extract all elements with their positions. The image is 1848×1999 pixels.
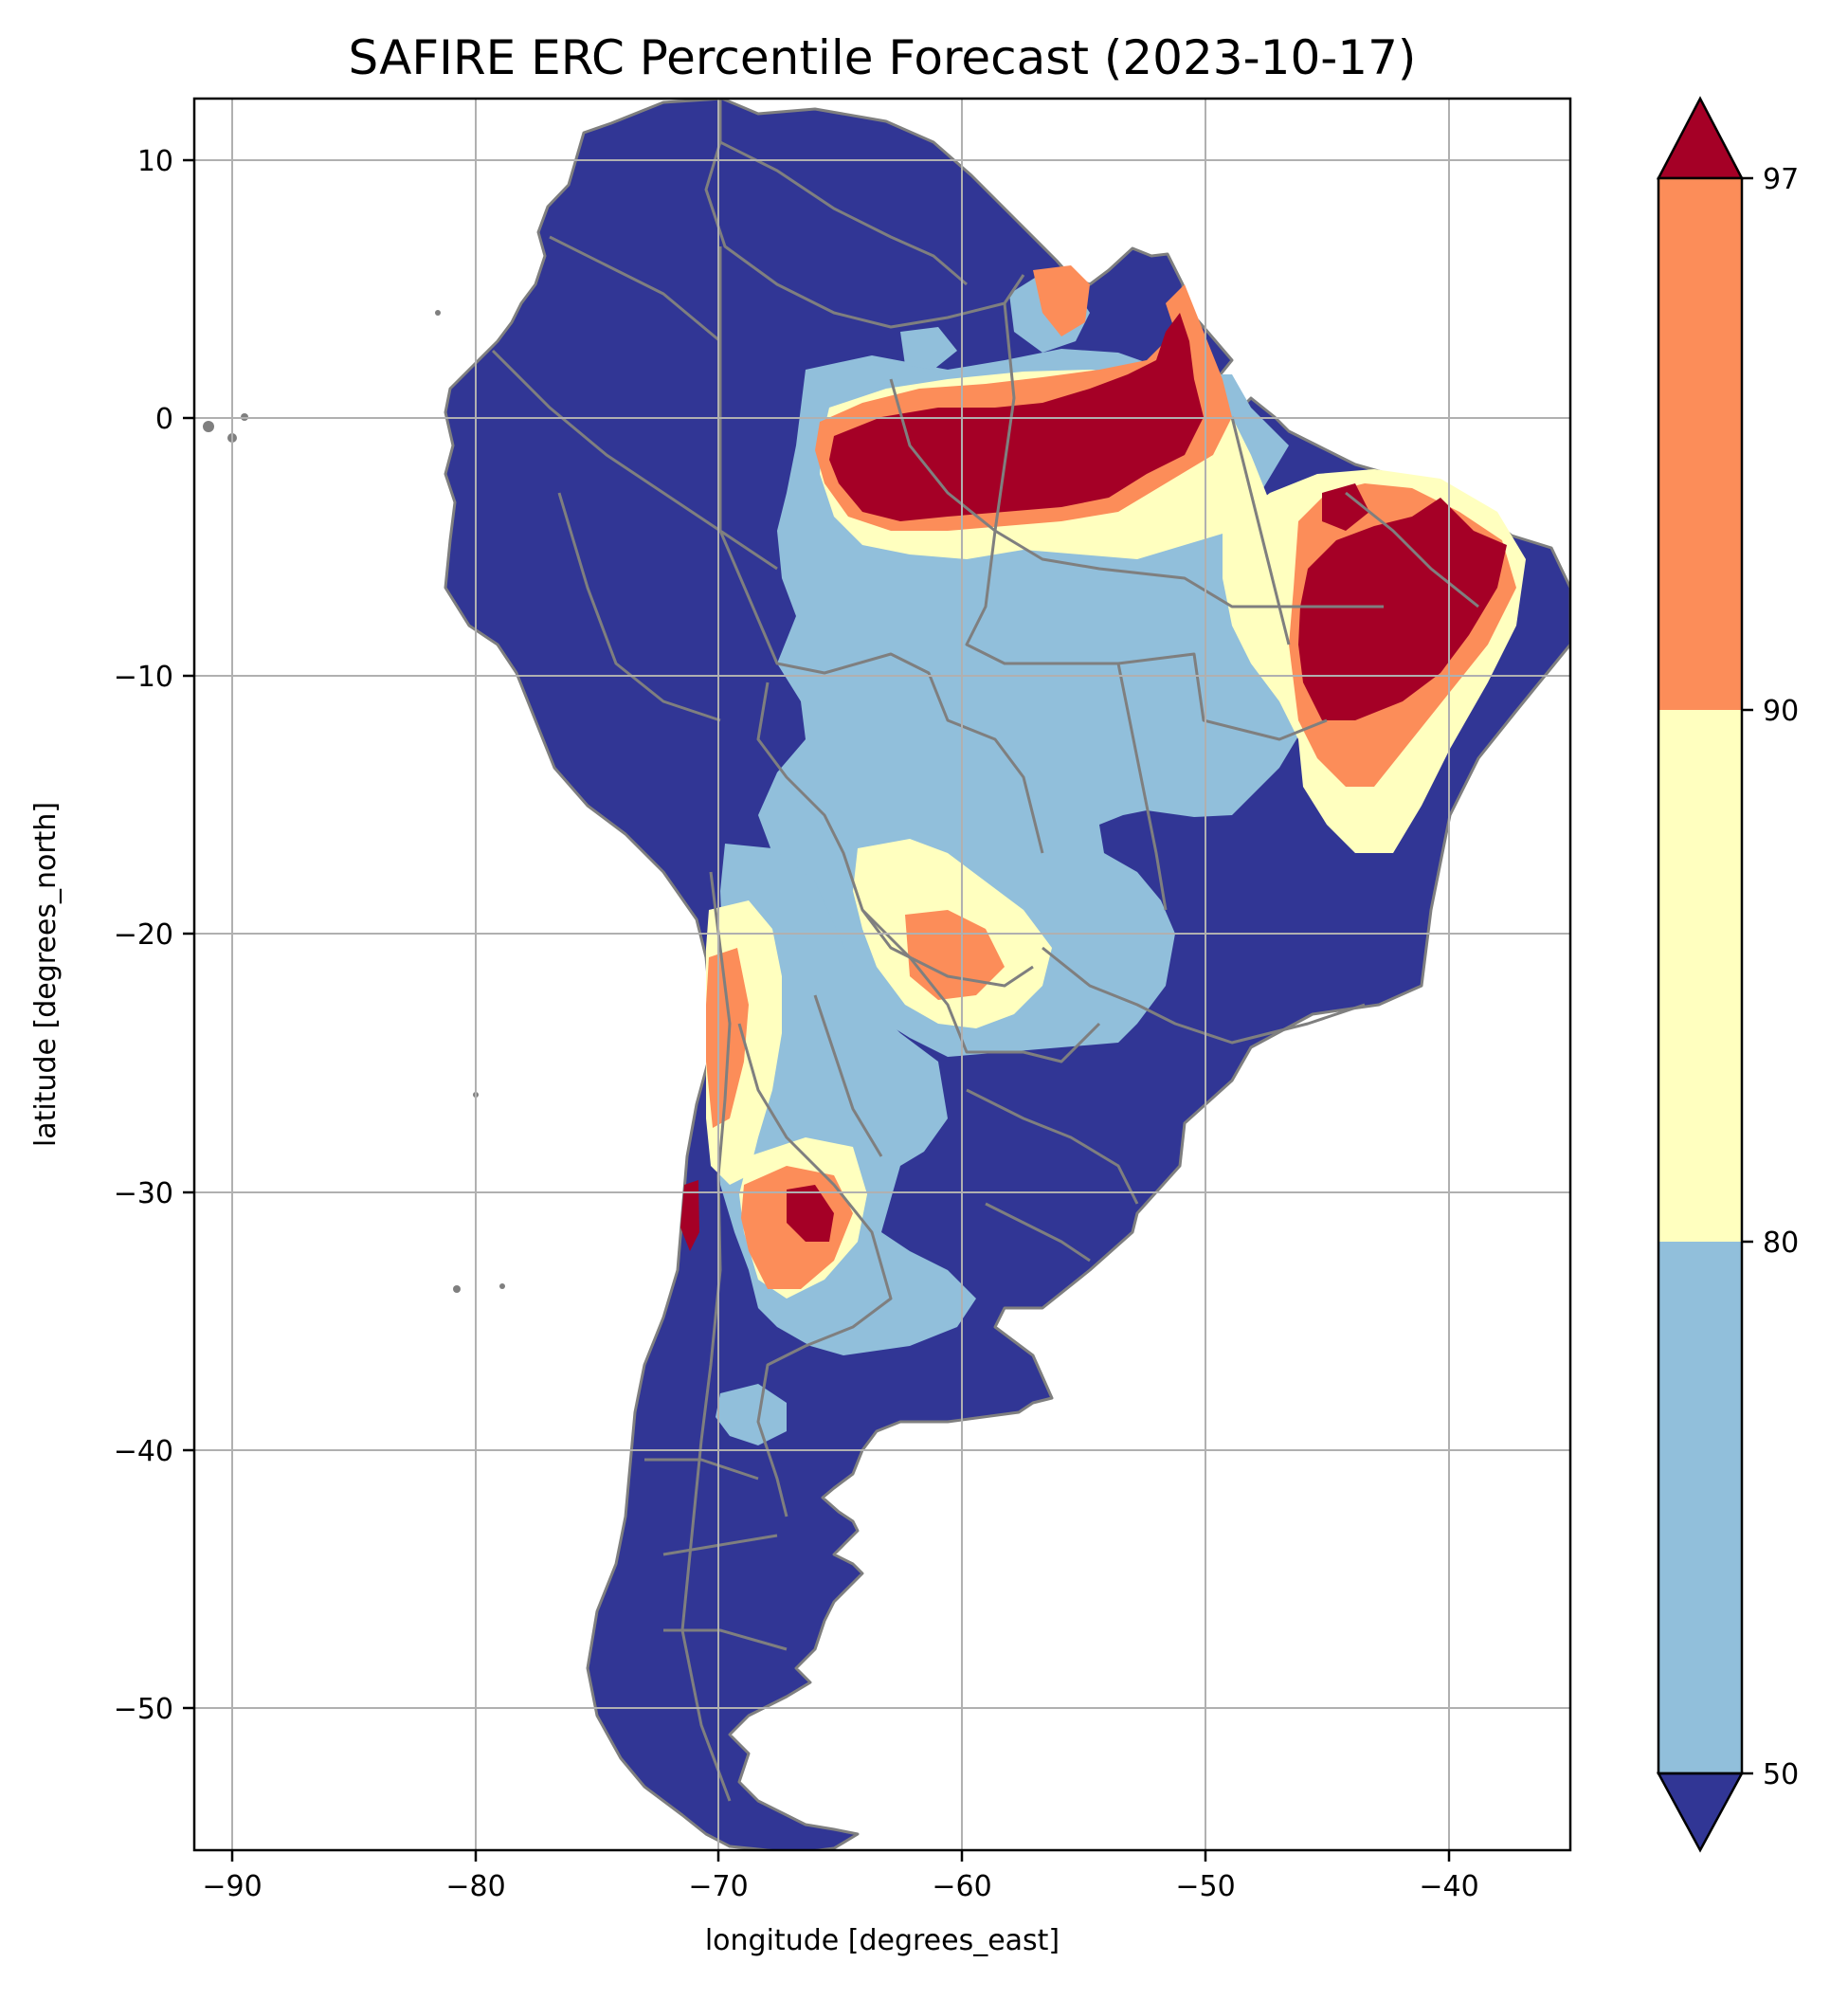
- inland-border-2: [1230, 416, 1291, 645]
- inland-border-1: [557, 492, 721, 722]
- y-tick-label: −40: [114, 1435, 173, 1468]
- peru-border: [491, 349, 778, 571]
- brazil-west-border: [718, 246, 1044, 854]
- plot-frame: [192, 97, 1572, 1852]
- southeast-brazil-border: [1042, 946, 1366, 1045]
- malpelo-island: [435, 310, 441, 316]
- inland-border-8: [644, 1458, 759, 1481]
- juan-fernandez-island: [453, 1285, 461, 1293]
- colombia-border: [549, 235, 722, 398]
- colorbar: 50 80 90 97: [1656, 96, 1799, 1853]
- inland-border-5: [813, 994, 883, 1157]
- colorbar-segment-80-90: [1658, 710, 1742, 1242]
- x-tick-label: −90: [202, 1870, 262, 1903]
- inland-border-7: [663, 1628, 788, 1651]
- inland-border-3: [1345, 491, 1479, 609]
- venezuela-border: [719, 140, 968, 286]
- northwest-light-blue: [900, 327, 957, 370]
- northeast-brazil-red: [1298, 498, 1507, 720]
- x-tick-label: −80: [445, 1870, 505, 1903]
- x-tick-label: −70: [688, 1870, 748, 1903]
- patagonia-light-blue: [716, 1384, 787, 1445]
- galapagos-island: [203, 421, 214, 432]
- bolivia-border: [756, 681, 1034, 988]
- x-tick-label: −50: [1175, 1870, 1235, 1903]
- y-tick-label: −20: [114, 918, 173, 952]
- y-tick-label: −50: [114, 1693, 173, 1726]
- y-axis: 10 0 −10 −20 −30 −40 −50 latitude [degre…: [29, 145, 194, 1726]
- y-axis-label: latitude [degrees_north]: [29, 802, 63, 1147]
- colorbar-frame: [1657, 176, 1744, 1775]
- political-borders: [491, 99, 1479, 1802]
- colorbar-extend-low: [1656, 1772, 1745, 1853]
- uruguay-border: [985, 1202, 1091, 1263]
- amazon-border: [704, 99, 1025, 329]
- chile-border: [680, 871, 732, 1802]
- brazil-central-border: [965, 302, 1328, 741]
- chart-title: SAFIRE ERC Percentile Forecast (2023-10-…: [349, 30, 1417, 85]
- x-tick-label: −40: [1419, 1870, 1478, 1903]
- colorbar-tick-label: 50: [1763, 1758, 1799, 1791]
- chile-orange: [706, 948, 749, 1128]
- colorbar-segment-90-97: [1658, 178, 1742, 710]
- paraguay-border: [861, 908, 1101, 1063]
- chaco-orange: [905, 910, 1005, 1000]
- x-axis-label: longitude [degrees_east]: [705, 1924, 1060, 1957]
- x-axis: −90 −80 −70 −60 −50 −40 longitude [degre…: [202, 1850, 1479, 1957]
- y-tick-label: 0: [155, 403, 173, 436]
- argentina-border: [737, 1023, 893, 1517]
- y-tick-label: −30: [114, 1177, 173, 1210]
- map-plot-area: [192, 97, 1572, 1852]
- northeast-coast-red: [1322, 483, 1369, 531]
- y-tick-label: −10: [114, 661, 173, 694]
- y-tick-label: 10: [137, 145, 173, 178]
- colorbar-tick-label: 97: [1763, 163, 1799, 196]
- colorbar-tick-label: 80: [1763, 1227, 1799, 1260]
- juan-fernandez-island: [499, 1283, 505, 1289]
- south-brazil-border: [966, 1088, 1139, 1205]
- inland-border-4: [1116, 663, 1168, 911]
- colorbar-tick-label: 90: [1763, 695, 1799, 728]
- chile-red: [680, 1180, 699, 1251]
- guiana-orange: [1033, 265, 1090, 336]
- grid-lines: [194, 99, 1570, 1850]
- inland-border-6: [662, 1534, 778, 1556]
- colorbar-extend-high: [1656, 96, 1745, 180]
- x-tick-label: −60: [932, 1870, 991, 1903]
- colorbar-segment-50-80: [1658, 1242, 1742, 1773]
- central-argentina-red: [787, 1185, 834, 1242]
